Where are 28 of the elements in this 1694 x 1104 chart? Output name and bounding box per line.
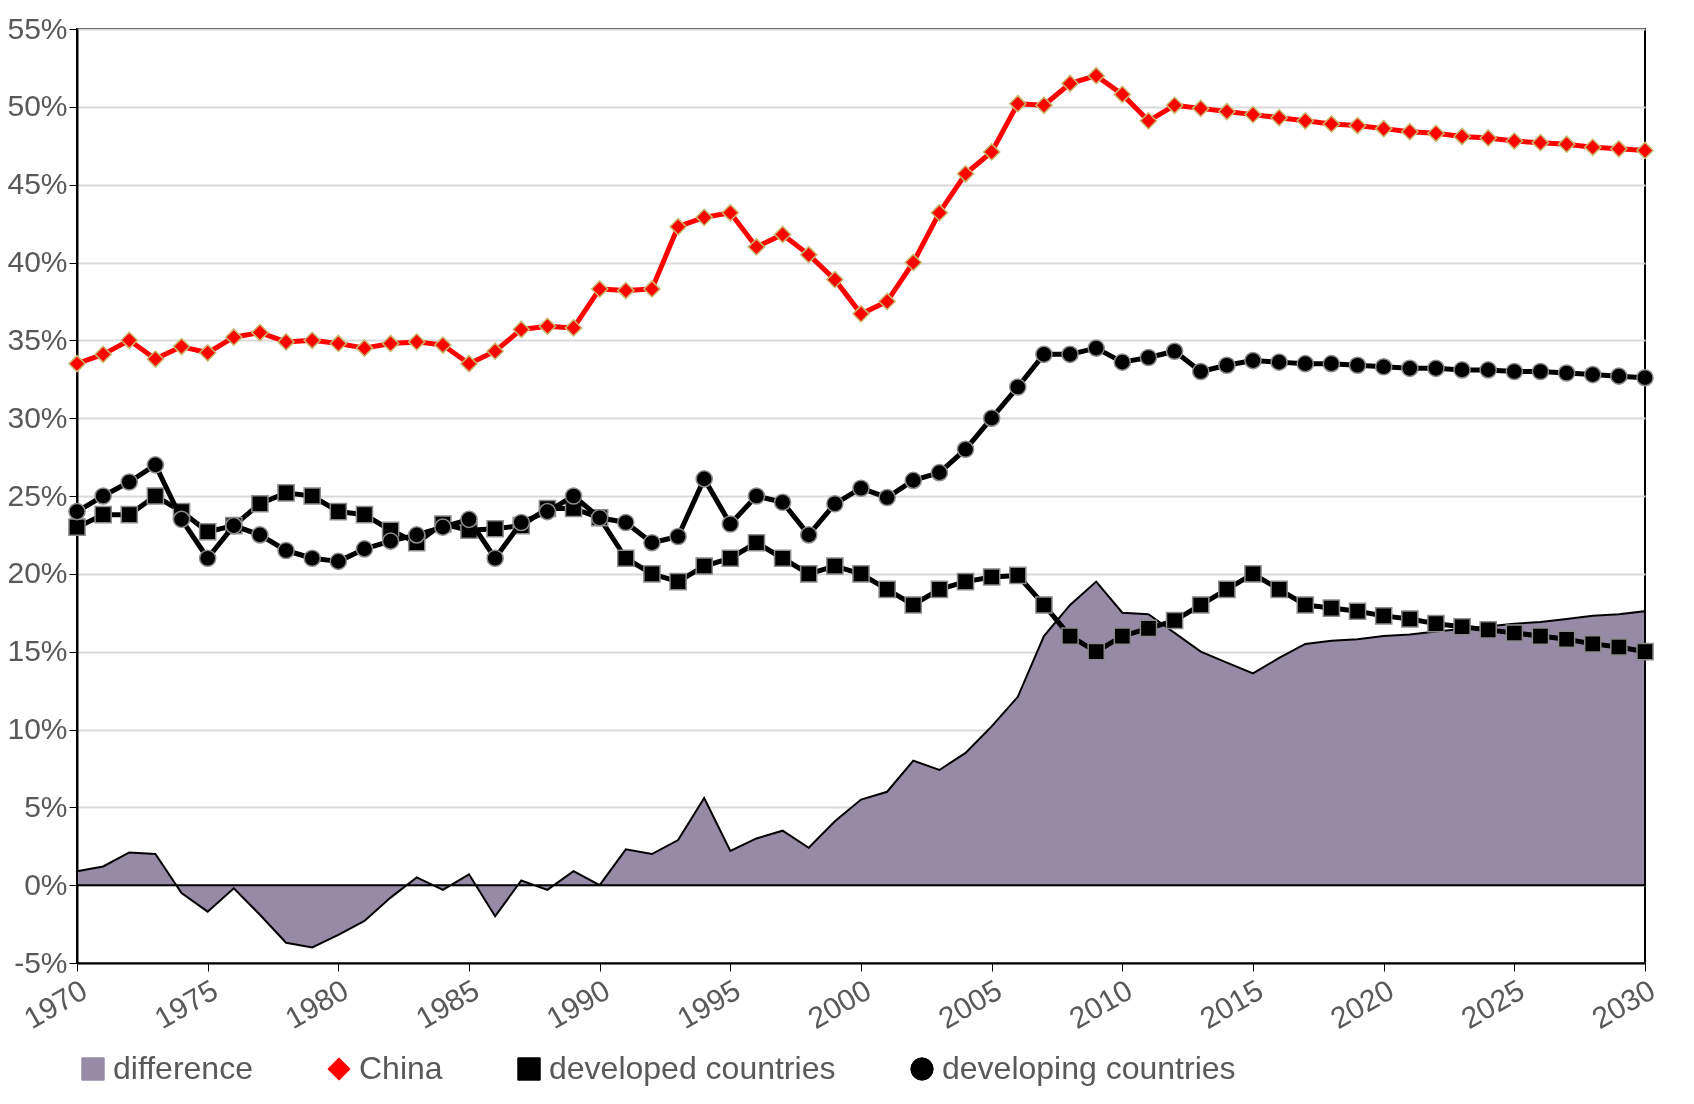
y-tick-label: 10% bbox=[7, 712, 68, 745]
x-tick-label: 2020 bbox=[1324, 972, 1400, 1035]
x-tick-label: 2030 bbox=[1586, 972, 1661, 1035]
y-tick-label: 40% bbox=[7, 245, 68, 278]
y-tick-label: 30% bbox=[7, 400, 68, 434]
y-tick-label: 15% bbox=[7, 634, 68, 668]
x-tick-label: 1980 bbox=[279, 972, 354, 1035]
x-tick-label: 2000 bbox=[802, 972, 877, 1035]
x-tick-label: 2015 bbox=[1194, 972, 1269, 1035]
y-tick-label: 20% bbox=[7, 556, 68, 590]
y-tick-label: 50% bbox=[7, 89, 68, 123]
legend-label: developing countries bbox=[942, 1050, 1236, 1086]
y-tick-label: 35% bbox=[7, 322, 68, 356]
x-tick-label: 2005 bbox=[932, 972, 1008, 1035]
legend-label: China bbox=[359, 1050, 443, 1086]
x-tick-label: 1985 bbox=[410, 972, 485, 1035]
y-tick-label: 5% bbox=[24, 789, 68, 823]
legend-label: developed countries bbox=[549, 1050, 836, 1086]
x-tick-label: 1995 bbox=[671, 972, 746, 1035]
y-tick-label: 0% bbox=[24, 867, 68, 901]
y-tick-label: 45% bbox=[7, 167, 68, 201]
y-tick-label: 55% bbox=[7, 11, 68, 45]
y-tick-label: 25% bbox=[7, 478, 68, 512]
legend-label: difference bbox=[113, 1050, 253, 1086]
x-tick-label: 2025 bbox=[1455, 972, 1530, 1035]
x-tick-label: 2010 bbox=[1063, 972, 1138, 1035]
x-tick-label: 1990 bbox=[540, 972, 616, 1035]
x-tick-label: 1975 bbox=[148, 972, 224, 1035]
